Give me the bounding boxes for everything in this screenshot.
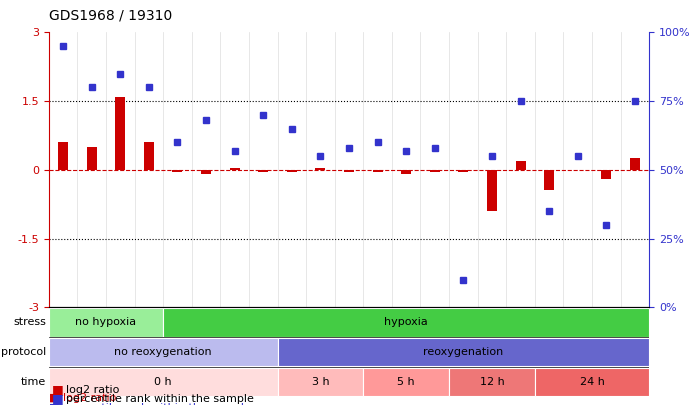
FancyBboxPatch shape: [163, 308, 649, 337]
Text: ■: ■: [52, 392, 64, 405]
Bar: [459, 170, 468, 172]
FancyBboxPatch shape: [278, 338, 649, 367]
Text: percentile rank within the sample: percentile rank within the sample: [66, 394, 254, 404]
Bar: [87, 147, 97, 170]
Bar: [544, 170, 554, 190]
Bar: [230, 168, 239, 170]
Bar: [115, 96, 126, 170]
Text: ■: ■: [52, 383, 64, 396]
Bar: [630, 158, 640, 170]
Bar: [172, 170, 182, 172]
Text: log2 ratio: log2 ratio: [66, 385, 119, 394]
Bar: [315, 168, 325, 170]
Text: hypoxia: hypoxia: [385, 317, 428, 327]
Text: ■ log2 ratio: ■ log2 ratio: [49, 393, 117, 403]
Text: no reoxygenation: no reoxygenation: [114, 347, 212, 357]
Text: no hypoxia: no hypoxia: [75, 317, 137, 327]
Bar: [58, 143, 68, 170]
Text: 5 h: 5 h: [397, 377, 415, 387]
Bar: [144, 143, 154, 170]
Bar: [516, 161, 526, 170]
Text: time: time: [21, 377, 46, 387]
Text: protocol: protocol: [1, 347, 46, 357]
FancyBboxPatch shape: [278, 368, 363, 396]
FancyBboxPatch shape: [535, 368, 649, 396]
Bar: [430, 170, 440, 172]
Bar: [601, 170, 611, 179]
Text: reoxygenation: reoxygenation: [423, 347, 503, 357]
Text: GDS1968 / 19310: GDS1968 / 19310: [49, 8, 172, 22]
Bar: [373, 170, 383, 172]
Bar: [344, 170, 354, 172]
FancyBboxPatch shape: [49, 338, 278, 367]
Text: 12 h: 12 h: [480, 377, 504, 387]
Text: 3 h: 3 h: [311, 377, 329, 387]
Bar: [258, 170, 268, 172]
Bar: [487, 170, 497, 211]
Bar: [401, 170, 411, 175]
FancyBboxPatch shape: [449, 368, 535, 396]
Bar: [287, 170, 297, 172]
Text: 24 h: 24 h: [579, 377, 604, 387]
Text: 0 h: 0 h: [154, 377, 172, 387]
FancyBboxPatch shape: [363, 368, 449, 396]
Bar: [201, 170, 211, 175]
Text: stress: stress: [13, 317, 46, 327]
FancyBboxPatch shape: [49, 308, 163, 337]
FancyBboxPatch shape: [49, 368, 278, 396]
Text: ■ percentile rank within the sample: ■ percentile rank within the sample: [49, 403, 251, 405]
